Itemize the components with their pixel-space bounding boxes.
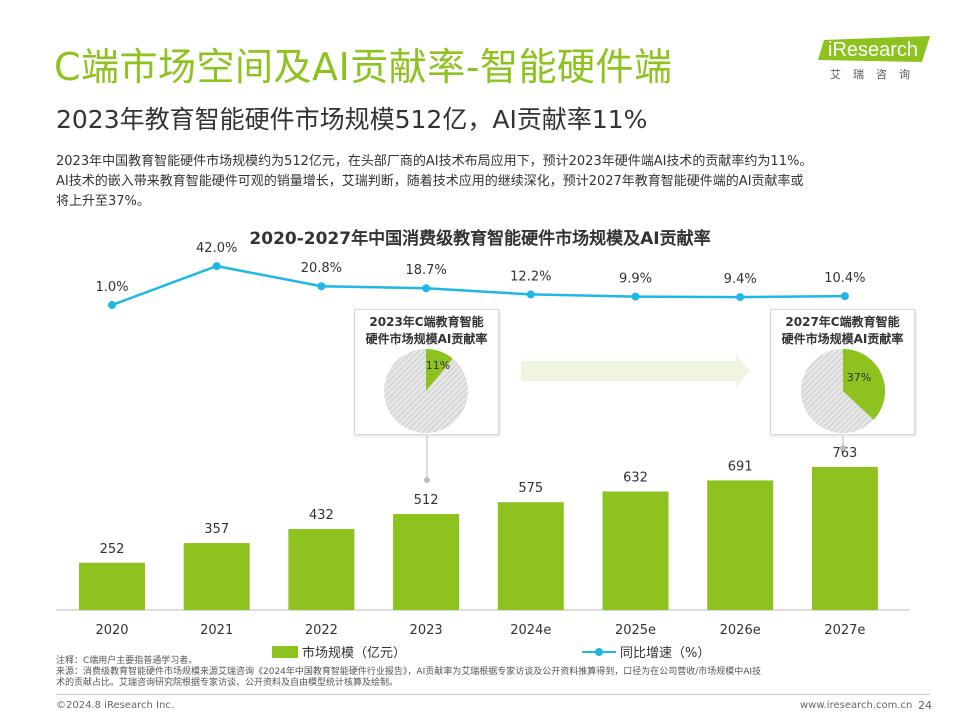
bar-2025e [602, 491, 669, 610]
bar-2021 [183, 543, 250, 610]
copyright: ©2024.8 iResearch Inc. [56, 700, 174, 711]
x-tick-label: 2023 [410, 623, 443, 638]
inset-pie-2023: 2023年C端教育智能 硬件市场规模AI贡献率 [354, 309, 499, 435]
bar-2024e [497, 502, 564, 610]
growth-label: 42.0% [196, 241, 237, 256]
legend-line-label: 同比增速（%） [620, 646, 711, 661]
legend-bar-label: 市场规模（亿元） [302, 646, 407, 661]
bar-value-label: 691 [728, 459, 753, 474]
bar-2023 [393, 514, 460, 610]
growth-point [840, 292, 849, 301]
note-line: 术的贡献占比。艾瑞咨询研究院根据专家访谈、公开资料及自由模型统计核算及绘制。 [56, 678, 399, 688]
growth-point [526, 290, 535, 299]
bar-2022 [288, 529, 355, 610]
bar-value-label: 432 [309, 508, 334, 523]
inset-title-line: 2027年C端教育智能 [785, 315, 900, 329]
growth-label: 18.7% [405, 263, 446, 278]
page-title: C端市场空间及AI贡献率-智能硬件端 [54, 45, 673, 89]
legend-line-item: 同比增速（%） [582, 642, 710, 661]
logo-text: iResearch [828, 39, 919, 61]
connector-dot [840, 445, 846, 451]
growth-label: 10.4% [824, 271, 865, 286]
bar-value-label: 632 [623, 471, 648, 486]
x-tick-label: 2025e [615, 623, 656, 638]
connector-dot [424, 477, 430, 483]
iresearch-logo: iResearch 艾瑞咨询 [818, 36, 930, 88]
growth-label: 20.8% [301, 261, 342, 276]
bar-2026e [707, 480, 774, 610]
inset-title-line: 硬件市场规模AI贡献率 [365, 332, 488, 346]
body-line: AI技术的嵌入带来教育智能硬件可观的销量增长，艾瑞判断，随着技术应用的继续深化，… [56, 174, 804, 189]
x-tick-label: 2021 [200, 623, 233, 638]
logo-shape [818, 36, 930, 62]
inset-title-line: 2023年C端教育智能 [369, 315, 484, 329]
bar-value-label: 575 [518, 481, 543, 496]
legend-bar-item: 市场规模（亿元） [272, 642, 406, 661]
chart-title: 2020-2027年中国消费级教育智能硬件市场规模及AI贡献率 [249, 229, 711, 249]
growth-point [631, 292, 640, 301]
growth-label: 9.9% [619, 272, 652, 287]
logo-subtext: 艾瑞咨询 [830, 68, 922, 81]
arrow-icon [521, 354, 750, 388]
growth-label: 12.2% [510, 269, 551, 284]
growth-point [317, 282, 326, 291]
body-line: 2023年中国教育智能硬件市场规模约为512亿元，在头部厂商的AI技术布局应用下… [56, 154, 813, 169]
inset-pie-2027: 2027年C端教育智能 硬件市场规模AI贡献率 [770, 309, 915, 435]
growth-point [108, 301, 116, 310]
inset-title: 2027年C端教育智能 硬件市场规模AI贡献率 [771, 314, 914, 348]
body-paragraph: 2023年中国教育智能硬件市场规模约为512亿元，在头部厂商的AI技术布局应用下… [56, 152, 916, 212]
growth-point [212, 262, 221, 271]
website-link[interactable]: www.iresearch.com.cn [800, 700, 913, 711]
inset-title: 2023年C端教育智能 硬件市场规模AI贡献率 [355, 314, 498, 348]
bar-value-label: 512 [414, 493, 439, 508]
x-tick-label: 2024e [510, 623, 551, 638]
x-tick-label: 2022 [305, 623, 338, 638]
inset-title-line: 硬件市场规模AI贡献率 [781, 332, 904, 346]
x-tick-label: 2026e [720, 623, 761, 638]
footer-divider [56, 694, 930, 695]
footnotes: 注释：C端用户主要指普通学习者。 来源：消费级教育智能硬件市场规模来源艾瑞咨询《… [56, 656, 916, 689]
growth-point [736, 293, 745, 302]
growth-label: 9.4% [724, 272, 757, 287]
bar-2027e [811, 466, 878, 610]
growth-label: 1.0% [95, 280, 128, 295]
bar-value-label: 252 [100, 542, 125, 557]
legend-bar-swatch [272, 645, 298, 658]
bar-value-label: 763 [832, 446, 857, 461]
body-line: 将上升至37%。 [56, 194, 150, 209]
growth-line [111, 264, 845, 307]
note-line: 来源：消费级教育智能硬件市场规模来源艾瑞咨询《2024年中国教育智能硬件行业报告… [56, 667, 762, 677]
x-tick-label: 2020 [95, 623, 128, 638]
page-number: 24 [918, 699, 932, 712]
note-line: 注释：C端用户主要指普通学习者。 [56, 656, 198, 666]
legend-line-swatch [582, 646, 616, 658]
bar-value-label: 357 [204, 522, 229, 537]
bar-2020 [79, 562, 145, 610]
page-subtitle: 2023年教育智能硬件市场规模512亿，AI贡献率11% [56, 105, 648, 134]
growth-point [422, 284, 431, 293]
x-tick-label: 2027e [824, 623, 865, 638]
